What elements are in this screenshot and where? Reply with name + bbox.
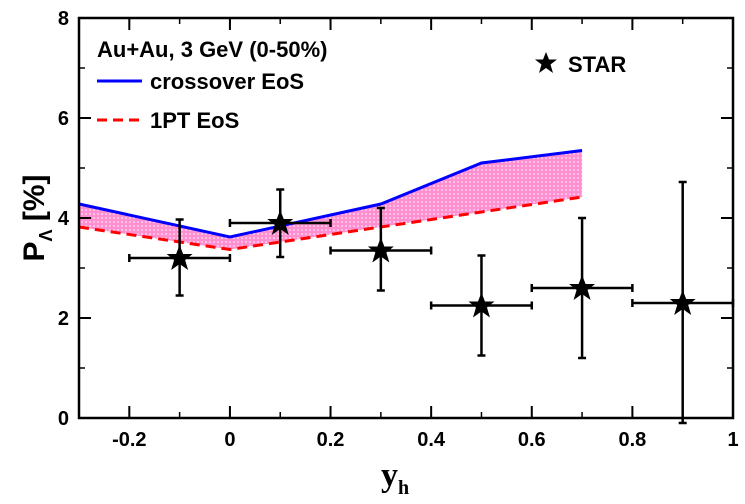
star-data-point (631, 180, 735, 425)
y-tick-label: 2 (58, 308, 69, 330)
star-data-point (228, 188, 332, 259)
star-data-point (429, 254, 534, 357)
x-tick-label: 1 (727, 429, 738, 451)
x-tick-label: 0 (224, 429, 235, 451)
y-tick-label: 4 (58, 208, 70, 230)
legend-1pt-label: 1PT EoS (150, 108, 239, 133)
eos-band (79, 150, 583, 250)
star-marker (267, 210, 294, 235)
legend-star-icon (535, 52, 557, 73)
star-marker (468, 292, 495, 318)
star-marker (166, 245, 193, 270)
y-axis-label: PΛ [%] (18, 174, 56, 261)
legend-star-label: STAR (568, 52, 626, 77)
x-axis-label: yh (381, 457, 409, 499)
star-marker (367, 237, 394, 263)
legend-crossover-label: crossover EoS (150, 69, 304, 94)
star-marker (569, 275, 596, 300)
y-tick-label: 0 (58, 408, 69, 430)
star-data-point (329, 206, 433, 292)
y-tick-label: 6 (58, 108, 69, 130)
x-tick-label: 0.8 (618, 429, 646, 451)
annotation-text: Au+Au, 3 GeV (0-50%) (97, 37, 327, 62)
y-tick-label: 8 (58, 8, 69, 30)
x-tick-label: -0.2 (112, 429, 146, 451)
star-data-point (530, 216, 634, 360)
star-marker (669, 290, 696, 315)
x-tick-label: 0.4 (417, 429, 446, 451)
x-tick-label: 0.6 (518, 429, 546, 451)
x-tick-label: 0.2 (317, 429, 345, 451)
star-data-point (128, 218, 232, 297)
